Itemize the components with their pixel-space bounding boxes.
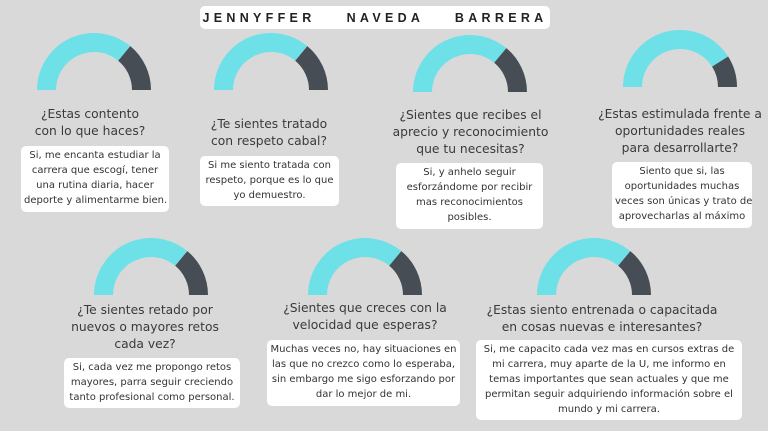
gauge-3 [412,33,528,93]
gauge-4 [622,28,738,88]
gauge-remaining-arc [389,251,422,295]
gauge-remaining-arc [295,46,328,90]
gauge-filled-arc [537,238,631,295]
gauge-filled-arc [623,30,729,87]
gauge-svg [214,33,328,90]
gauge-svg [413,35,527,92]
gauge-7 [536,236,652,296]
answer-4: Siento que si, las oportunidades muchas … [612,162,752,228]
question-4: ¿Estas estimulada frente a oportunidades… [598,107,762,155]
gauge-svg [308,238,422,295]
gauge-remaining-arc [618,251,651,295]
gauge-svg [94,238,208,295]
gauge-remaining-arc [175,251,208,295]
gauge-svg [623,30,737,87]
gauge-svg [37,33,151,90]
gauge-remaining-arc [118,46,151,90]
gauge-1 [36,31,152,91]
question-2: ¿Te sientes tratado con respeto cabal? [210,117,328,148]
question-7: ¿Estas siento entrenada o capacitada en … [486,303,718,334]
gauge-6 [307,236,423,296]
page-title: JENNYFFER NAVEDA BARRERA [200,6,550,29]
gauge-filled-arc [413,35,507,92]
gauge-svg [537,238,651,295]
answer-5: Si, cada vez me propongo retos mayores, … [64,358,240,408]
gauge-filled-arc [308,238,402,295]
gauge-filled-arc [94,238,188,295]
gauge-2 [213,31,329,91]
answer-7: Si, me capacito cada vez mas en cursos e… [476,340,742,420]
answer-6: Muchas veces no, hay situaciones en las … [267,340,460,406]
question-1: ¿Estas contento con lo que haces? [34,107,146,138]
question-5: ¿Te sientes retado por nuevos o mayores … [71,303,219,351]
answer-2: Si me siento tratada con respeto, porque… [200,156,339,206]
gauge-remaining-arc [494,48,527,92]
answer-1: Si, me encanta estudiar la carrera que e… [21,146,169,212]
answer-3: Si, y anhelo seguir esforzándome por rec… [396,163,543,229]
gauge-5 [93,236,209,296]
question-6: ¿Sientes que creces con la velocidad que… [283,301,447,332]
gauge-remaining-arc [712,56,737,87]
question-3: ¿Sientes que recibes el aprecio y recono… [392,108,549,156]
gauge-filled-arc [214,33,308,90]
gauge-filled-arc [37,33,131,90]
